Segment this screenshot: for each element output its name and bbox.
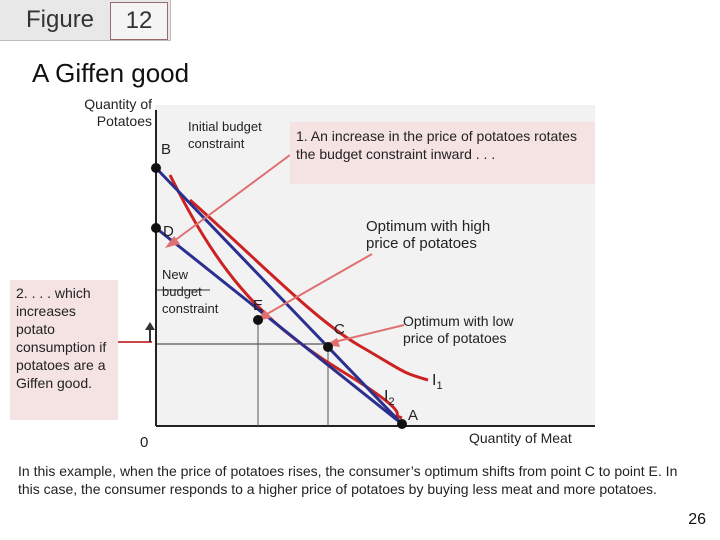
label-B: B [161, 141, 172, 158]
label-C: C [334, 321, 345, 338]
x-axis-label: Quantity of Meat [469, 430, 572, 446]
y-axis-label: Quantity of Potatoes [84, 96, 152, 129]
caption: In this example, when the price of potat… [18, 463, 678, 497]
figure-word: Figure [26, 6, 95, 33]
arrow-optimum-low [329, 324, 405, 344]
initial-budget-line [154, 166, 404, 426]
figure-number: 12 [110, 2, 168, 40]
note-2: 2. . . . which increases potato consumpt… [10, 280, 118, 420]
new-budget-line [155, 226, 403, 426]
point-A [397, 419, 407, 429]
page-number: 26 [688, 511, 706, 528]
point-B [151, 163, 161, 173]
arrow-optimum-high [259, 253, 373, 319]
point-E [253, 315, 263, 325]
label-I2: I2 [384, 388, 395, 409]
label-optimum-low: Optimum with low price of potatoes [403, 313, 514, 346]
point-C [323, 342, 333, 352]
label-A: A [408, 407, 419, 424]
indifference-curve-I1 [189, 198, 429, 382]
label-E: E [253, 297, 264, 314]
label-D: D [163, 223, 174, 240]
indifference-curve-I2 [168, 174, 403, 420]
label-optimum-high: Optimum with high price of potatoes [366, 218, 491, 252]
label-I1: I1 [432, 372, 443, 393]
arrow-note1 [169, 154, 291, 245]
page-title: A Giffen good [32, 58, 190, 88]
note-1: 1. An increase in the price of potatoes … [290, 122, 595, 184]
label-initial-budget: Initial budget constraint [188, 119, 262, 151]
point-D [151, 223, 161, 233]
arrow-note1-head [165, 236, 180, 248]
potato-increase-arrow-head [145, 322, 155, 330]
label-new-budget: New budget constraint [162, 267, 219, 316]
origin-label: 0 [140, 434, 149, 451]
